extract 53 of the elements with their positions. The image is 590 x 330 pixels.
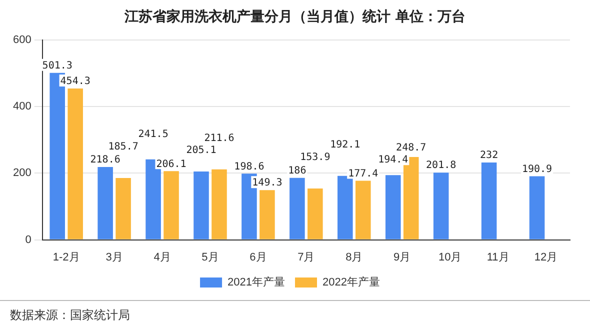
y-tick-label: 200 <box>12 167 32 180</box>
y-tick-label: 0 <box>25 234 32 246</box>
bar <box>481 162 497 240</box>
data-label: 185.7 <box>108 142 138 153</box>
x-tick-label: 6月 <box>250 251 267 264</box>
x-tick-label: 7月 <box>298 251 315 264</box>
data-label: 149.3 <box>252 178 282 189</box>
y-tick-label: 600 <box>12 34 32 46</box>
bar <box>68 88 83 240</box>
data-label: 501.3 <box>42 60 72 72</box>
legend-label: 2022年产量 <box>322 276 380 289</box>
bar <box>308 188 323 240</box>
bar <box>194 172 209 240</box>
data-label: 211.6 <box>204 132 234 144</box>
data-label: 153.9 <box>300 152 330 164</box>
data-label: 205.1 <box>186 145 216 156</box>
bar <box>290 178 305 240</box>
x-tick-label: 10月 <box>438 251 462 264</box>
bar <box>260 190 275 240</box>
bar <box>164 171 179 240</box>
bar <box>433 172 449 240</box>
data-label: 177.4 <box>348 168 378 180</box>
x-tick-label: 12月 <box>534 251 558 264</box>
data-label: 218.6 <box>90 154 120 166</box>
data-label: 201.8 <box>426 160 456 172</box>
x-tick-label: 1-2月 <box>52 251 80 264</box>
x-tick-label: 11月 <box>486 251 510 264</box>
source-note: 数据来源：国家统计局 <box>10 307 130 324</box>
bar <box>355 180 371 240</box>
data-label: 192.1 <box>330 139 360 150</box>
x-tick-label: 4月 <box>154 251 171 264</box>
bar <box>385 175 401 240</box>
bar <box>338 176 353 240</box>
data-label: 232 <box>480 150 498 162</box>
bar <box>98 167 113 240</box>
x-tick-label: 8月 <box>346 251 363 264</box>
bar <box>116 178 131 240</box>
data-label: 186 <box>288 165 306 176</box>
legend-label: 2021年产量 <box>228 276 286 289</box>
bar <box>529 176 545 240</box>
data-label: 241.5 <box>138 128 168 140</box>
data-label: 194.4 <box>378 154 408 166</box>
chart-title: 江苏省家用洗衣机产量分月（当月值）统计 单位：万台 <box>124 8 466 26</box>
x-tick-label: 5月 <box>202 251 219 264</box>
x-tick-label: 9月 <box>394 251 411 264</box>
data-label: 454.3 <box>60 76 90 88</box>
x-tick-label: 3月 <box>106 251 123 264</box>
data-label: 198.6 <box>234 161 264 172</box>
bar <box>212 169 227 240</box>
y-tick-label: 400 <box>12 100 32 113</box>
data-label: 190.9 <box>522 164 552 175</box>
data-label: 206.1 <box>156 158 186 170</box>
data-label: 248.7 <box>396 142 426 154</box>
